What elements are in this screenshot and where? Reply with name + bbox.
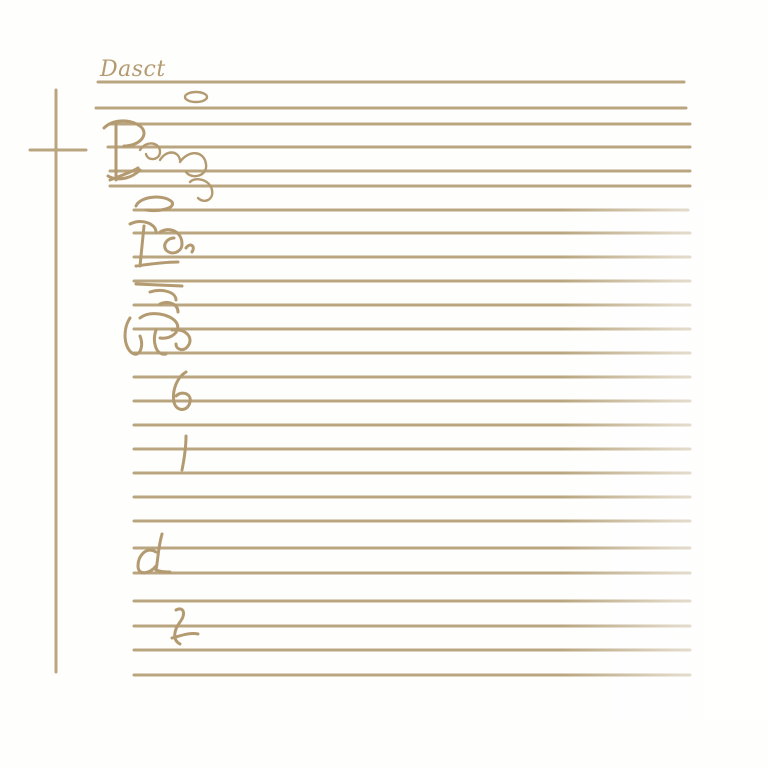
ruled-lines bbox=[94, 80, 692, 677]
page-title: Dasct bbox=[99, 57, 166, 82]
digit-one-mark bbox=[180, 434, 188, 472]
scribble-a-mark bbox=[136, 532, 172, 575]
digit-six-mark bbox=[172, 370, 192, 411]
oval-note-mark bbox=[183, 90, 209, 104]
scribble-stack-mark bbox=[123, 282, 192, 356]
scribble-o-mark bbox=[134, 195, 175, 212]
scribble-cluster-mark bbox=[138, 142, 214, 202]
scribble-l-mark bbox=[170, 607, 200, 646]
handwritten-marks bbox=[102, 90, 214, 646]
scribble-cb-mark bbox=[128, 220, 195, 268]
scribble-b-mark bbox=[102, 119, 146, 182]
